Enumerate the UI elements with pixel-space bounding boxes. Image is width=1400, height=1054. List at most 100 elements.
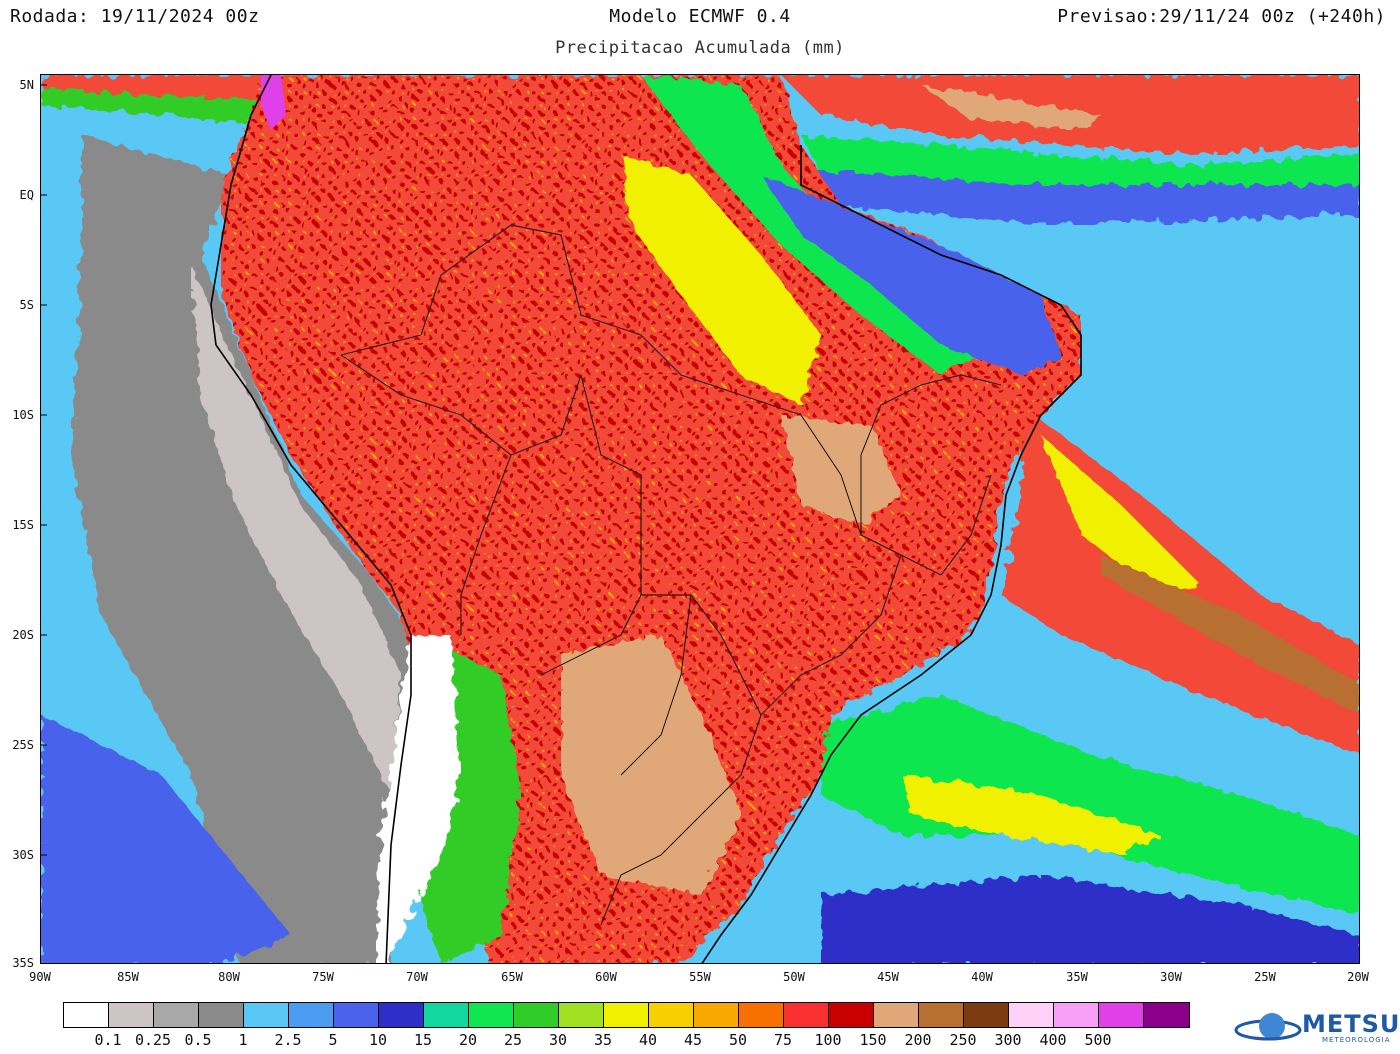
pacific-blue-streaks xyxy=(41,715,291,963)
atlantic-blue-south xyxy=(821,875,1359,963)
colorbar-label: 250 xyxy=(949,1031,977,1049)
precipitation-colorbar xyxy=(63,1002,1190,1028)
colorbar-swatch xyxy=(649,1003,694,1027)
lon-label: 90W xyxy=(29,970,51,984)
lon-label: 70W xyxy=(406,970,428,984)
lat-label: 20S xyxy=(12,628,34,642)
colorbar-swatch xyxy=(469,1003,514,1027)
central-brown-patch xyxy=(781,415,901,525)
colorbar-label: 30 xyxy=(548,1031,568,1049)
colorbar-label: 5 xyxy=(328,1031,338,1049)
lon-label: 65W xyxy=(501,970,523,984)
logo-tagline: METEOROLOGIA xyxy=(1322,1036,1391,1044)
atlantic-itcz-blue xyxy=(811,170,1359,225)
colorbar-label: 0.25 xyxy=(134,1031,172,1049)
metsul-logo: METSUL METEOROLOGIA xyxy=(1232,1006,1400,1050)
lon-label: 60W xyxy=(595,970,617,984)
colorbar-swatch xyxy=(244,1003,289,1027)
colorbar-swatch xyxy=(334,1003,379,1027)
colorbar-swatch xyxy=(514,1003,559,1027)
lon-label: 75W xyxy=(312,970,334,984)
atlantic-yellow-swirl xyxy=(901,775,1161,855)
colorbar-label: 75 xyxy=(773,1031,793,1049)
atlantic-green-swirl xyxy=(821,695,1359,915)
colorbar-swatch xyxy=(1144,1003,1189,1027)
colorbar-label: 0.5 xyxy=(184,1031,212,1049)
colorbar-label: 2.5 xyxy=(274,1031,302,1049)
colorbar-swatch xyxy=(964,1003,1009,1027)
lon-label: 80W xyxy=(218,970,240,984)
map-canvas xyxy=(41,75,1359,963)
lon-label: 30W xyxy=(1160,970,1182,984)
atlantic-north-brown xyxy=(921,85,1101,130)
pacific-gray-band xyxy=(71,135,411,963)
colorbar-label: 45 xyxy=(683,1031,703,1049)
colorbar-label: 300 xyxy=(994,1031,1022,1049)
logo-name: METSUL xyxy=(1302,1010,1400,1038)
colorbar-swatch xyxy=(559,1003,604,1027)
pacific-light-gray xyxy=(191,265,401,795)
lat-label: 15S xyxy=(12,518,34,532)
lon-label: 55W xyxy=(689,970,711,984)
pacific-north-red xyxy=(41,75,281,100)
colorbar-swatch xyxy=(289,1003,334,1027)
colorbar-label: 0.1 xyxy=(94,1031,122,1049)
globe-logo-icon xyxy=(1234,1013,1302,1041)
colorbar-label: 35 xyxy=(593,1031,613,1049)
lat-label: 5N xyxy=(19,78,34,92)
colorbar-swatch xyxy=(919,1003,964,1027)
colorbar-label: 400 xyxy=(1039,1031,1067,1049)
colorbar-label: 100 xyxy=(814,1031,842,1049)
lon-label: 40W xyxy=(971,970,993,984)
colorbar-label: 200 xyxy=(904,1031,932,1049)
lat-label: EQ xyxy=(19,188,34,202)
colorbar-label: 1 xyxy=(238,1031,248,1049)
colorbar-label: 20 xyxy=(458,1031,478,1049)
lat-label: 30S xyxy=(12,848,34,862)
andes-white-strip xyxy=(376,635,461,963)
colorbar-label: 25 xyxy=(503,1031,523,1049)
valid-time-label: Previsao:29/11/24 00z (+240h) xyxy=(1057,6,1386,27)
colorbar-swatch xyxy=(1054,1003,1099,1027)
lon-label: 45W xyxy=(877,970,899,984)
colorbar-swatch xyxy=(874,1003,919,1027)
precipitation-map xyxy=(40,74,1360,964)
colorbar-swatch xyxy=(199,1003,244,1027)
colorbar-swatch xyxy=(784,1003,829,1027)
lat-ticks xyxy=(41,84,47,856)
lon-label: 35W xyxy=(1066,970,1088,984)
continent-outline xyxy=(210,75,1082,963)
amazon-yellow-band xyxy=(621,155,821,405)
colorbar-label: 10 xyxy=(368,1031,388,1049)
lon-label: 85W xyxy=(117,970,139,984)
colorbar-swatch xyxy=(694,1003,739,1027)
colorbar-swatch xyxy=(1009,1003,1054,1027)
colorbar-label: 15 xyxy=(413,1031,433,1049)
colorbar-swatch xyxy=(64,1003,109,1027)
colorbar-swatch xyxy=(379,1003,424,1027)
lat-label: 25S xyxy=(12,738,34,752)
colorbar-swatch xyxy=(604,1003,649,1027)
andes-pink-peak xyxy=(261,75,286,130)
colorbar-label: 500 xyxy=(1084,1031,1112,1049)
atlantic-south-band-yellow xyxy=(1041,435,1201,595)
model-title: Modelo ECMWF 0.4 xyxy=(609,6,791,27)
lat-label: 35S xyxy=(12,956,34,970)
lat-label: 5S xyxy=(19,298,34,312)
colorbar-label: 40 xyxy=(638,1031,658,1049)
colorbar-swatch xyxy=(829,1003,874,1027)
lat-label: 10S xyxy=(12,408,34,422)
colorbar-label: 150 xyxy=(859,1031,887,1049)
run-label: Rodada: 19/11/2024 00z xyxy=(10,6,260,27)
atlantic-brown-streak xyxy=(1101,555,1359,714)
lon-label: 50W xyxy=(783,970,805,984)
map-subtitle: Precipitacao Acumulada (mm) xyxy=(555,38,845,58)
south-brown-patch xyxy=(561,635,741,895)
colorbar-swatch xyxy=(154,1003,199,1027)
northeast-blue xyxy=(761,175,1061,375)
colorbar-swatch xyxy=(109,1003,154,1027)
colorbar-swatch xyxy=(424,1003,469,1027)
colorbar-swatch xyxy=(1099,1003,1144,1027)
colorbar-label: 50 xyxy=(728,1031,748,1049)
country-borders xyxy=(340,224,1002,926)
